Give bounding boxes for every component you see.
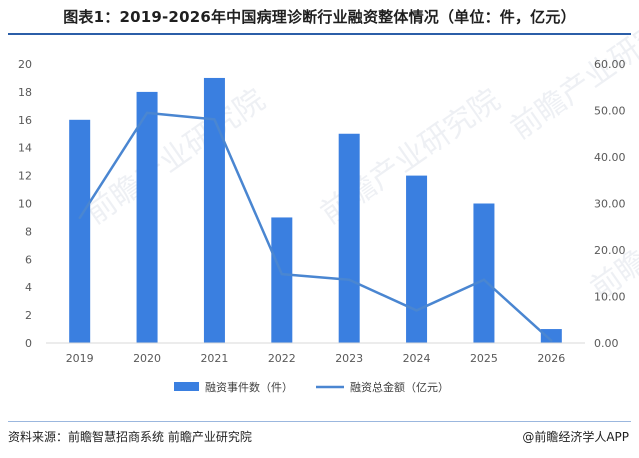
bar-2024 <box>406 175 428 343</box>
x-tick-label: 2024 <box>403 352 431 365</box>
bar-2020 <box>136 91 158 344</box>
y-right-tick-label: 30.00 <box>594 198 626 211</box>
legend-bar-label: 融资事件数（件） <box>205 381 293 394</box>
x-tick-label: 2022 <box>268 352 296 365</box>
x-tick-label: 2021 <box>200 352 228 365</box>
line-point-2020 <box>145 111 149 115</box>
x-tick-label: 2019 <box>66 352 94 365</box>
line-point-2023 <box>347 278 351 281</box>
bar-2026 <box>540 329 562 343</box>
watermark-text: 前瞻产业研究院 <box>585 157 639 306</box>
bar-2021 <box>203 77 225 343</box>
legend-line-label: 融资总金额（亿元） <box>350 380 449 394</box>
y-right-tick-label: 20.00 <box>594 244 626 257</box>
source-note: 资料来源：前瞻智慧招商系统 前瞻产业研究院 <box>8 430 252 444</box>
y-right-tick-label: 60.00 <box>594 58 626 71</box>
y-left-tick-label: 12 <box>18 170 32 183</box>
bar-2019 <box>69 119 91 343</box>
line-point-2022 <box>280 272 284 276</box>
y-right-tick-label: 50.00 <box>594 105 626 118</box>
y-left-tick-label: 6 <box>25 253 32 266</box>
watermark-text: 前瞻产业研究院 <box>80 82 272 231</box>
x-tick-label: 2025 <box>470 352 498 365</box>
y-left-tick-label: 8 <box>25 225 32 238</box>
line-series-amount <box>78 111 553 342</box>
y-left-tick-label: 16 <box>18 114 32 127</box>
chart-title: 图表1：2019-2026年中国病理诊断行业融资整体情况（单位：件，亿元） <box>63 8 576 26</box>
y-right-tick-label: 10.00 <box>594 291 626 304</box>
y-left-tick-label: 20 <box>18 58 32 71</box>
line-point-2025 <box>482 278 486 281</box>
y-left-tick-label: 10 <box>18 198 32 211</box>
x-tick-label: 2023 <box>335 352 363 365</box>
y-right-tick-label: 0.00 <box>594 337 619 350</box>
x-tick-label: 2020 <box>133 352 161 365</box>
bar-2025 <box>473 203 495 343</box>
y-right-tick-label: 40.00 <box>594 151 626 164</box>
line-point-2024 <box>415 309 418 312</box>
line-point-2021 <box>213 118 216 121</box>
legend-bar-swatch <box>174 382 199 391</box>
line-point-2026 <box>550 339 553 342</box>
x-tick-label: 2026 <box>537 352 565 365</box>
y-left-tick-label: 14 <box>18 142 32 155</box>
watermark-text: 前瞻产业研究院 <box>505 0 639 147</box>
footer-divider <box>8 421 631 422</box>
credit-note: @前瞻经济学人APP <box>522 430 629 444</box>
bar-2022 <box>271 217 293 343</box>
y-left-tick-label: 4 <box>25 281 32 294</box>
line-point-2019 <box>78 216 81 220</box>
y-left-tick-label: 18 <box>18 86 32 99</box>
y-left-tick-label: 0 <box>25 337 32 350</box>
title-divider <box>8 33 631 35</box>
bar-2023 <box>338 133 360 343</box>
y-left-tick-label: 2 <box>25 309 32 322</box>
